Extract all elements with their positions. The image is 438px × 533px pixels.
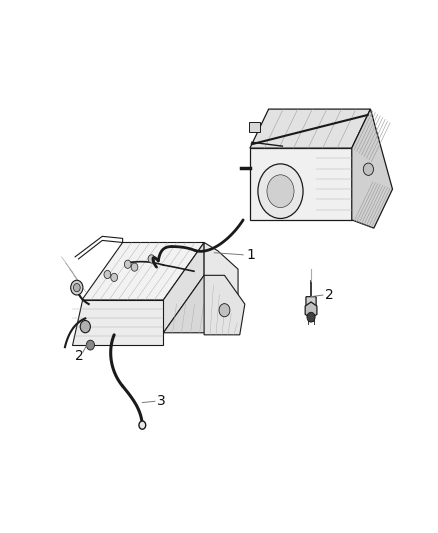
Circle shape	[71, 280, 83, 295]
Circle shape	[148, 255, 155, 263]
Circle shape	[139, 421, 146, 429]
Polygon shape	[163, 276, 238, 333]
Circle shape	[219, 304, 230, 317]
Circle shape	[131, 263, 138, 271]
Polygon shape	[352, 109, 392, 228]
Circle shape	[86, 340, 95, 350]
Polygon shape	[204, 243, 238, 304]
Circle shape	[80, 320, 90, 333]
Text: 2: 2	[325, 288, 334, 302]
Polygon shape	[305, 302, 317, 318]
Circle shape	[111, 273, 117, 281]
Circle shape	[104, 270, 111, 279]
Circle shape	[124, 260, 131, 268]
Text: 3: 3	[157, 394, 166, 408]
Polygon shape	[249, 122, 261, 133]
Polygon shape	[204, 276, 245, 335]
Polygon shape	[163, 243, 204, 333]
FancyBboxPatch shape	[306, 297, 316, 306]
Circle shape	[363, 163, 374, 175]
Circle shape	[74, 284, 80, 292]
Circle shape	[267, 175, 294, 207]
Text: 1: 1	[247, 248, 255, 262]
Polygon shape	[82, 243, 204, 300]
Polygon shape	[72, 300, 163, 345]
Text: 2: 2	[75, 349, 84, 363]
Circle shape	[307, 312, 315, 322]
Polygon shape	[250, 148, 352, 220]
Polygon shape	[250, 109, 371, 148]
Circle shape	[258, 164, 303, 219]
